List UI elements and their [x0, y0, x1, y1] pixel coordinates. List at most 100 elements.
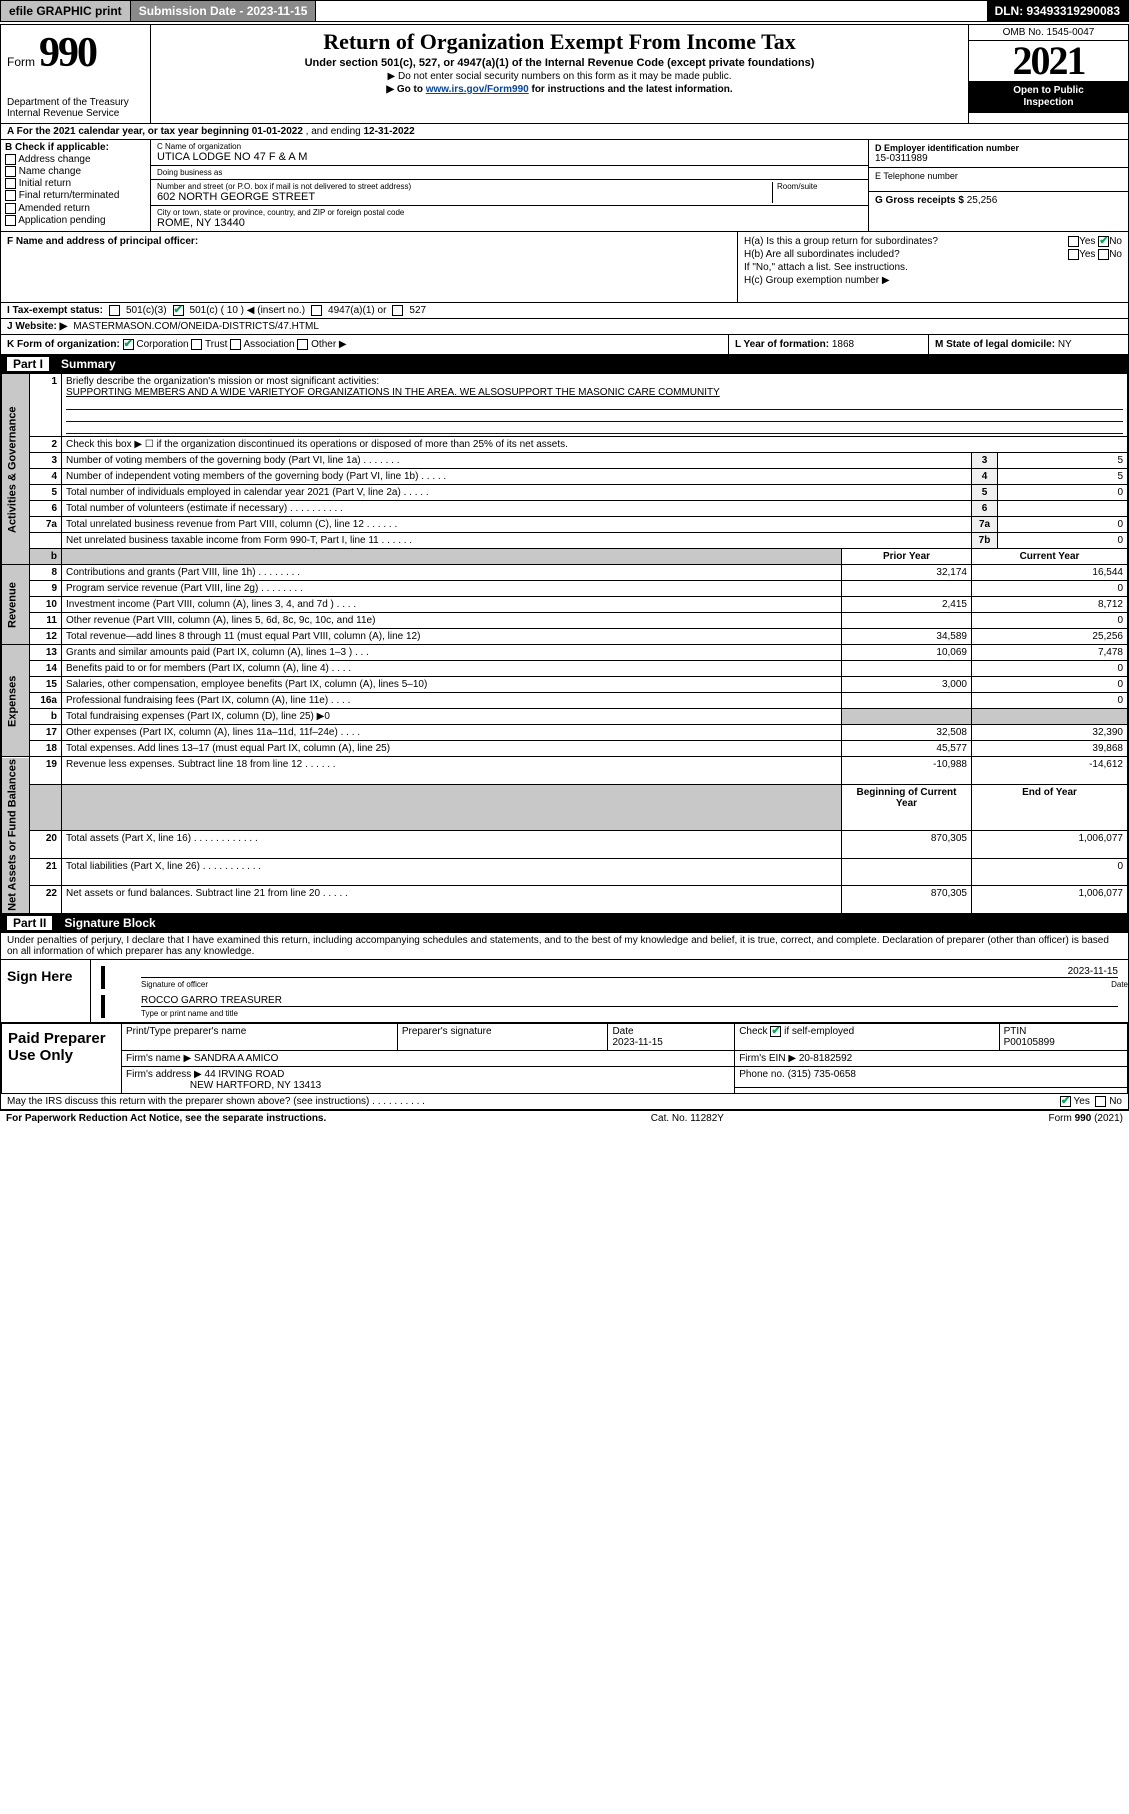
line-j-website: J Website: ▶ MASTERMASON.COM/ONEIDA-DIST…	[1, 319, 1128, 335]
firm-name-value: SANDRA A AMICO	[194, 1053, 278, 1064]
b-opt-address-change[interactable]: Address change	[5, 154, 146, 165]
line-i-tax-exempt: I Tax-exempt status: 501(c)(3) 501(c) ( …	[1, 303, 1128, 319]
l1-label: Briefly describe the organization's miss…	[66, 376, 379, 387]
line-a-label: A For the 2021 calendar year, or tax yea…	[7, 126, 252, 137]
f-label: F Name and address of principal officer:	[7, 236, 198, 247]
irs-link[interactable]: www.irs.gov/Form990	[426, 84, 529, 95]
form-990-page: Form 990 Department of the Treasury Inte…	[0, 24, 1129, 1110]
ha-yes-checkbox[interactable]	[1068, 236, 1079, 247]
g-value: 25,256	[967, 195, 998, 206]
hb-yes-label: Yes	[1079, 249, 1095, 260]
signature-block: Under penalties of perjury, I declare th…	[1, 932, 1128, 1109]
i-label: I Tax-exempt status:	[7, 305, 103, 316]
sig-date-value: 2023-11-15	[1068, 966, 1118, 977]
prep-name-col: Print/Type preparer's name	[122, 1023, 398, 1050]
discuss-yes-label: Yes	[1074, 1096, 1090, 1107]
b-opt-name-change[interactable]: Name change	[5, 166, 146, 177]
hb-yes-checkbox[interactable]	[1068, 249, 1079, 260]
form-number: 990	[39, 29, 96, 77]
m-label: M State of legal domicile:	[935, 339, 1058, 350]
begin-year-header: Beginning of Current Year	[842, 784, 972, 831]
prep-check-suffix: if self-employed	[784, 1026, 854, 1037]
i-501c3-checkbox[interactable]	[109, 305, 120, 316]
tax-year: 2021	[969, 41, 1128, 81]
part-2-header: Part II Signature Block	[1, 914, 1128, 932]
l-value: 1868	[832, 339, 854, 350]
k-corp-checkbox[interactable]	[123, 339, 134, 350]
line-a-tax-year: A For the 2021 calendar year, or tax yea…	[1, 124, 1128, 140]
self-employed-checkbox[interactable]	[770, 1026, 781, 1037]
section-b: B Check if applicable: Address change Na…	[1, 140, 151, 231]
declaration-text: Under penalties of perjury, I declare th…	[1, 933, 1128, 959]
c-name-value: UTICA LODGE NO 47 F & A M	[157, 151, 862, 163]
j-label: J Website: ▶	[7, 321, 67, 332]
part-2-label: Part II	[7, 916, 52, 930]
discuss-yes-checkbox[interactable]	[1060, 1096, 1071, 1107]
c-dba-label: Doing business as	[157, 168, 862, 177]
prior-year-header: Prior Year	[842, 549, 972, 565]
b-opt-initial-return[interactable]: Initial return	[5, 178, 146, 189]
d-value: 15-0311989	[875, 153, 1122, 164]
paid-preparer-table: Paid Preparer Use Only Print/Type prepar…	[1, 1023, 1128, 1094]
firm-addr-2: NEW HARTFORD, NY 13413	[190, 1080, 321, 1091]
side-net-assets: Net Assets or Fund Balances	[2, 757, 30, 914]
ha-yes-label: Yes	[1079, 236, 1095, 247]
l2-label: Check this box ▶ ☐ if the organization d…	[62, 437, 1128, 453]
phone-value: (315) 735-0658	[788, 1069, 856, 1080]
end-year-header: End of Year	[972, 784, 1128, 831]
pra-notice: For Paperwork Reduction Act Notice, see …	[6, 1113, 326, 1124]
catalog-number: Cat. No. 11282Y	[651, 1113, 724, 1124]
submission-date-label: Submission Date - 2023-11-15	[131, 1, 317, 21]
firm-ein-label: Firm's EIN ▶	[739, 1053, 796, 1064]
ptin-label: PTIN	[1004, 1026, 1027, 1037]
prep-date-value: 2023-11-15	[612, 1037, 662, 1048]
discuss-no-checkbox[interactable]	[1095, 1096, 1106, 1107]
ha-no-checkbox[interactable]	[1098, 236, 1109, 247]
e-label: E Telephone number	[875, 171, 1122, 181]
i-4947-checkbox[interactable]	[311, 305, 322, 316]
b-opt-application-pending[interactable]: Application pending	[5, 215, 146, 226]
d-label: D Employer identification number	[875, 143, 1122, 153]
firm-addr-1: 44 IRVING ROAD	[205, 1069, 285, 1080]
section-h: H(a) Is this a group return for subordin…	[738, 232, 1128, 302]
hb-no-checkbox[interactable]	[1098, 249, 1109, 260]
b-opt-final-return[interactable]: Final return/terminated	[5, 190, 146, 201]
line-a-end: 12-31-2022	[364, 126, 415, 137]
ha-no-label: No	[1109, 236, 1122, 247]
summary-row: 3Number of voting members of the governi…	[2, 453, 1128, 469]
discuss-question: May the IRS discuss this return with the…	[7, 1096, 425, 1107]
prep-check-label: Check	[739, 1026, 767, 1037]
officer-name: ROCCO GARRO TREASURER	[141, 995, 282, 1006]
m-value: NY	[1058, 339, 1072, 350]
k-assoc-checkbox[interactable]	[230, 339, 241, 350]
side-revenue: Revenue	[2, 565, 30, 645]
k-corp-label: Corporation	[136, 339, 188, 350]
efile-print-button[interactable]: efile GRAPHIC print	[1, 1, 131, 21]
open-to-public-badge: Open to PublicInspection	[969, 81, 1128, 113]
form-footer-label: 990	[1075, 1113, 1092, 1124]
section-c: C Name of organization UTICA LODGE NO 47…	[151, 140, 868, 231]
header-center: Return of Organization Exempt From Incom…	[151, 25, 968, 123]
hb-label: H(b) Are all subordinates included?	[744, 249, 900, 260]
k-trust-label: Trust	[205, 339, 227, 350]
paid-preparer-label: Paid Preparer Use Only	[2, 1023, 122, 1093]
k-trust-checkbox[interactable]	[191, 339, 202, 350]
k-other-checkbox[interactable]	[297, 339, 308, 350]
summary-row: 6Total number of volunteers (estimate if…	[2, 501, 1128, 517]
b-opt-amended-return[interactable]: Amended return	[5, 203, 146, 214]
top-toolbar: efile GRAPHIC print Submission Date - 20…	[0, 0, 1129, 22]
sign-here-label: Sign Here	[1, 960, 91, 1022]
side-governance: Activities & Governance	[2, 374, 30, 565]
section-d-e-g: D Employer identification number 15-0311…	[868, 140, 1128, 231]
i-527-checkbox[interactable]	[392, 305, 403, 316]
side-expenses: Expenses	[2, 645, 30, 757]
prep-sig-col: Preparer's signature	[397, 1023, 608, 1050]
ha-label: H(a) Is this a group return for subordin…	[744, 236, 938, 247]
l1-mission-text: SUPPORTING MEMBERS AND A WIDE VARIETYOF …	[66, 387, 720, 398]
firm-ein-value: 20-8182592	[799, 1053, 852, 1064]
hc-label: H(c) Group exemption number ▶	[744, 275, 890, 286]
k-label: K Form of organization:	[7, 339, 120, 350]
i-501c-checkbox[interactable]	[173, 305, 184, 316]
discuss-no-label: No	[1109, 1096, 1122, 1107]
c-city-label: City or town, state or province, country…	[157, 208, 862, 217]
